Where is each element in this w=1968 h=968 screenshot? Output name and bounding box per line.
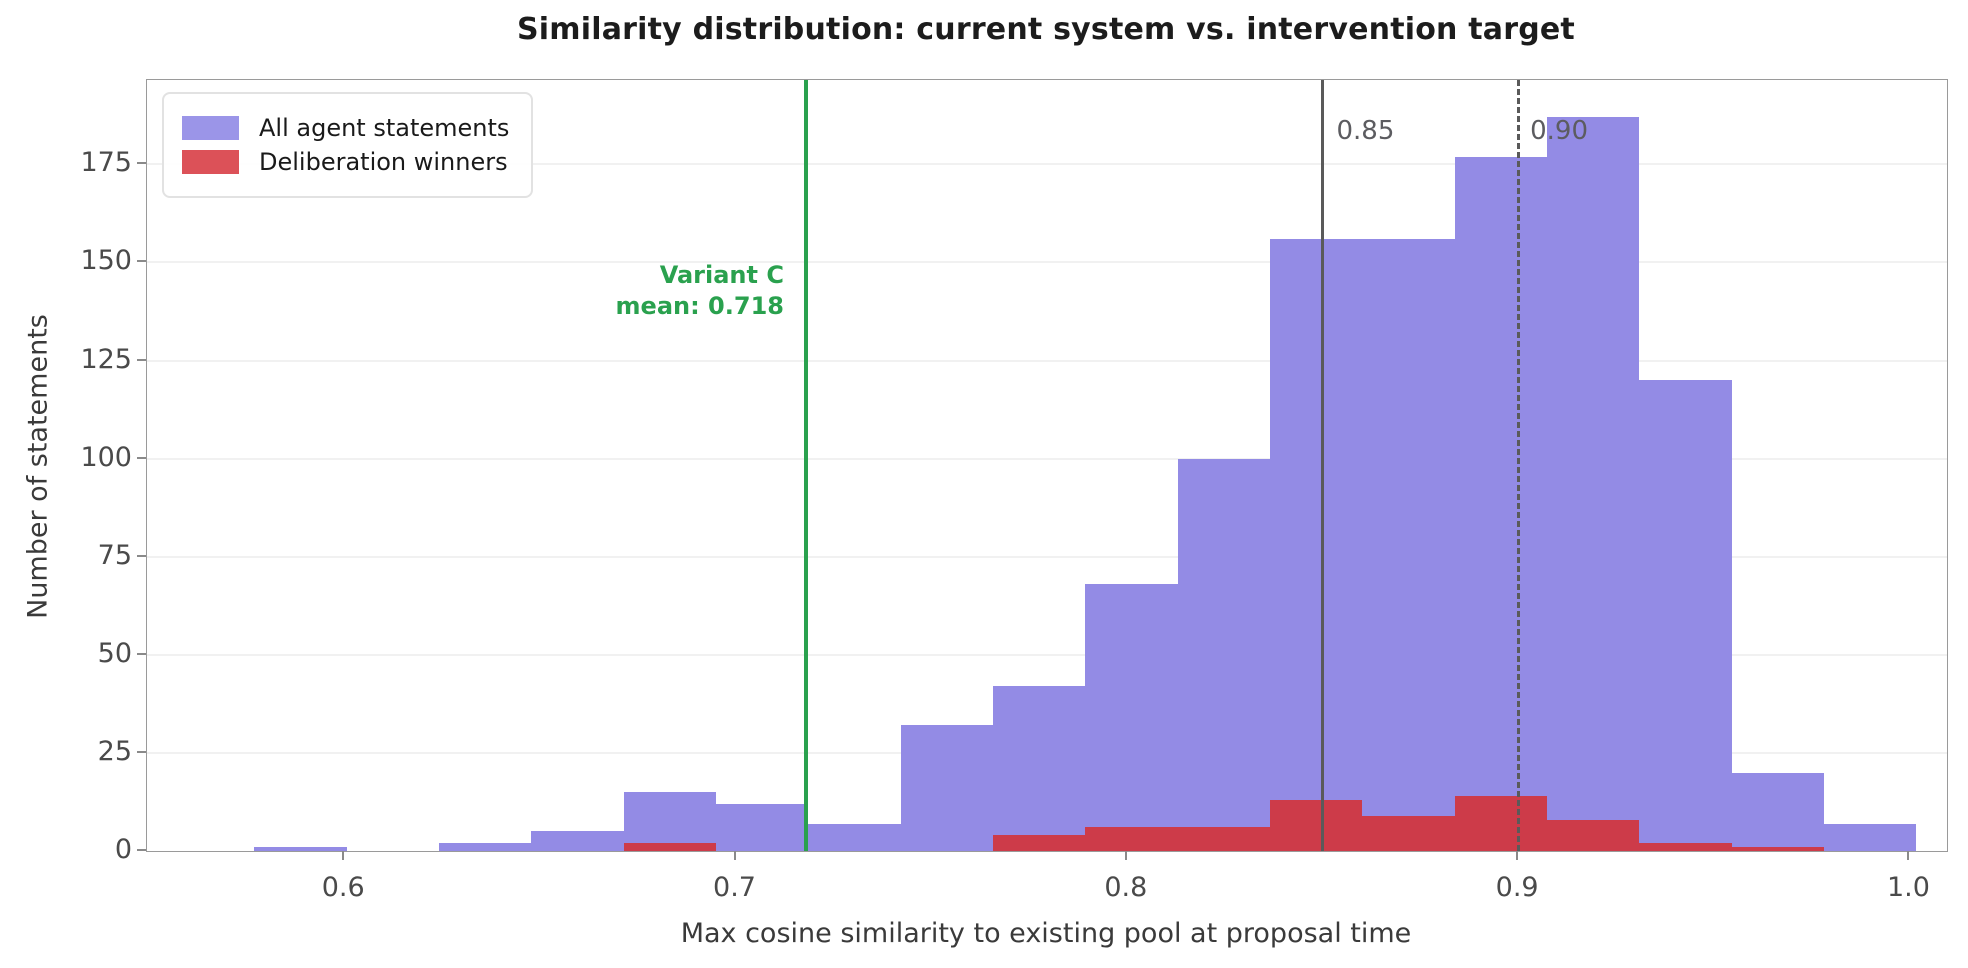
legend: All agent statements Deliberation winner… [162, 92, 534, 198]
histogram-bar-deliberation-winners [1547, 819, 1640, 851]
variant-mean-annotation-line1: Variant C [659, 261, 784, 289]
threshold-line-085 [1320, 80, 1324, 851]
y-tick-125 [137, 358, 146, 361]
histogram-bar-all-statements [1085, 584, 1178, 851]
x-tick-label-0.9: 0.9 [1495, 872, 1539, 903]
plot-area: Variant C mean: 0.718 0.85 0.90 All agen… [146, 79, 1948, 852]
histogram-bar-deliberation-winners [1731, 847, 1825, 851]
legend-swatch-deliberation-winners [182, 150, 239, 174]
histogram-bar-all-statements [1177, 458, 1271, 851]
y-tick-0 [137, 849, 146, 851]
legend-label-deliberation-winners: Deliberation winners [259, 148, 508, 176]
legend-item-all-statements: All agent statements [182, 114, 509, 142]
threshold-label-090: 0.90 [1530, 116, 1589, 146]
x-tick-0.7 [733, 851, 736, 860]
gridline-y-150 [147, 261, 1947, 264]
histogram-bar-all-statements [531, 831, 624, 851]
y-tick-label-25: 25 [97, 735, 132, 767]
y-tick-100 [137, 456, 146, 459]
x-tick-label-1.0: 1.0 [1886, 872, 1930, 903]
histogram-bar-all-statements [715, 803, 809, 851]
histogram-bar-all-statements [623, 792, 716, 851]
x-tick-0.8 [1124, 851, 1127, 860]
x-tick-label-0.7: 0.7 [713, 872, 756, 903]
histogram-bar-deliberation-winners [623, 843, 716, 851]
threshold-label-085: 0.85 [1336, 116, 1395, 146]
histogram-bar-all-statements [1824, 823, 1917, 851]
y-tick-label-0: 0 [114, 834, 132, 865]
variant-mean-annotation: Variant C mean: 0.718 [616, 260, 784, 322]
x-tick-0.6 [342, 851, 345, 860]
histogram-bar-all-statements [808, 823, 901, 851]
histogram-bar-all-statements [1639, 380, 1732, 851]
y-tick-150 [137, 260, 146, 263]
legend-label-all-statements: All agent statements [259, 114, 510, 142]
histogram-bar-all-statements [254, 847, 347, 851]
histogram-bar-all-statements [1362, 238, 1455, 851]
y-tick-label-75: 75 [97, 539, 132, 571]
y-tick-75 [137, 554, 146, 557]
y-tick-label-150: 150 [80, 245, 132, 277]
histogram-bar-deliberation-winners [1177, 827, 1271, 851]
variant-mean-line [803, 80, 808, 851]
x-tick-0.9 [1516, 851, 1519, 860]
gridline-y-50 [147, 653, 1947, 656]
x-tick-label-0.6: 0.6 [321, 872, 365, 903]
y-tick-25 [137, 750, 146, 753]
y-tick-label-175: 175 [80, 147, 132, 179]
histogram-bar-all-statements [993, 686, 1086, 851]
x-axis-label: Max cosine similarity to existing pool a… [680, 918, 1412, 949]
gridline-y-75 [147, 555, 1947, 558]
histogram-bar-deliberation-winners [1270, 800, 1363, 851]
chart-title: Similarity distribution: current system … [517, 12, 1575, 47]
histogram-bar-deliberation-winners [993, 835, 1086, 851]
histogram-bar-deliberation-winners [1085, 827, 1178, 851]
histogram-bar-all-statements [1270, 238, 1363, 851]
y-tick-label-125: 125 [80, 343, 132, 375]
gridline-y-100 [147, 457, 1947, 460]
legend-item-deliberation-winners: Deliberation winners [182, 148, 509, 176]
gridline-y-125 [147, 359, 1947, 362]
histogram-bar-deliberation-winners [1362, 815, 1455, 851]
histogram-bar-all-statements [1547, 117, 1640, 851]
histogram-bar-all-statements [438, 843, 532, 851]
x-tick-label-0.8: 0.8 [1104, 872, 1148, 903]
y-tick-label-50: 50 [97, 637, 132, 669]
histogram-bar-deliberation-winners [1639, 843, 1732, 851]
y-axis-label: Number of statements [22, 314, 54, 619]
threshold-line-090 [1516, 80, 1520, 851]
histogram-bar-all-statements [1731, 772, 1825, 851]
variant-mean-annotation-line2: mean: 0.718 [615, 292, 784, 320]
histogram-bar-all-statements [900, 725, 993, 851]
x-tick-1.0 [1907, 851, 1910, 860]
gridline-y-175 [147, 163, 1947, 166]
y-tick-175 [137, 162, 146, 165]
y-tick-50 [137, 652, 146, 655]
y-tick-label-100: 100 [80, 441, 132, 473]
histogram-bar-all-statements [1454, 156, 1548, 851]
histogram-bar-deliberation-winners [1454, 796, 1548, 851]
legend-swatch-all-statements [182, 116, 239, 140]
